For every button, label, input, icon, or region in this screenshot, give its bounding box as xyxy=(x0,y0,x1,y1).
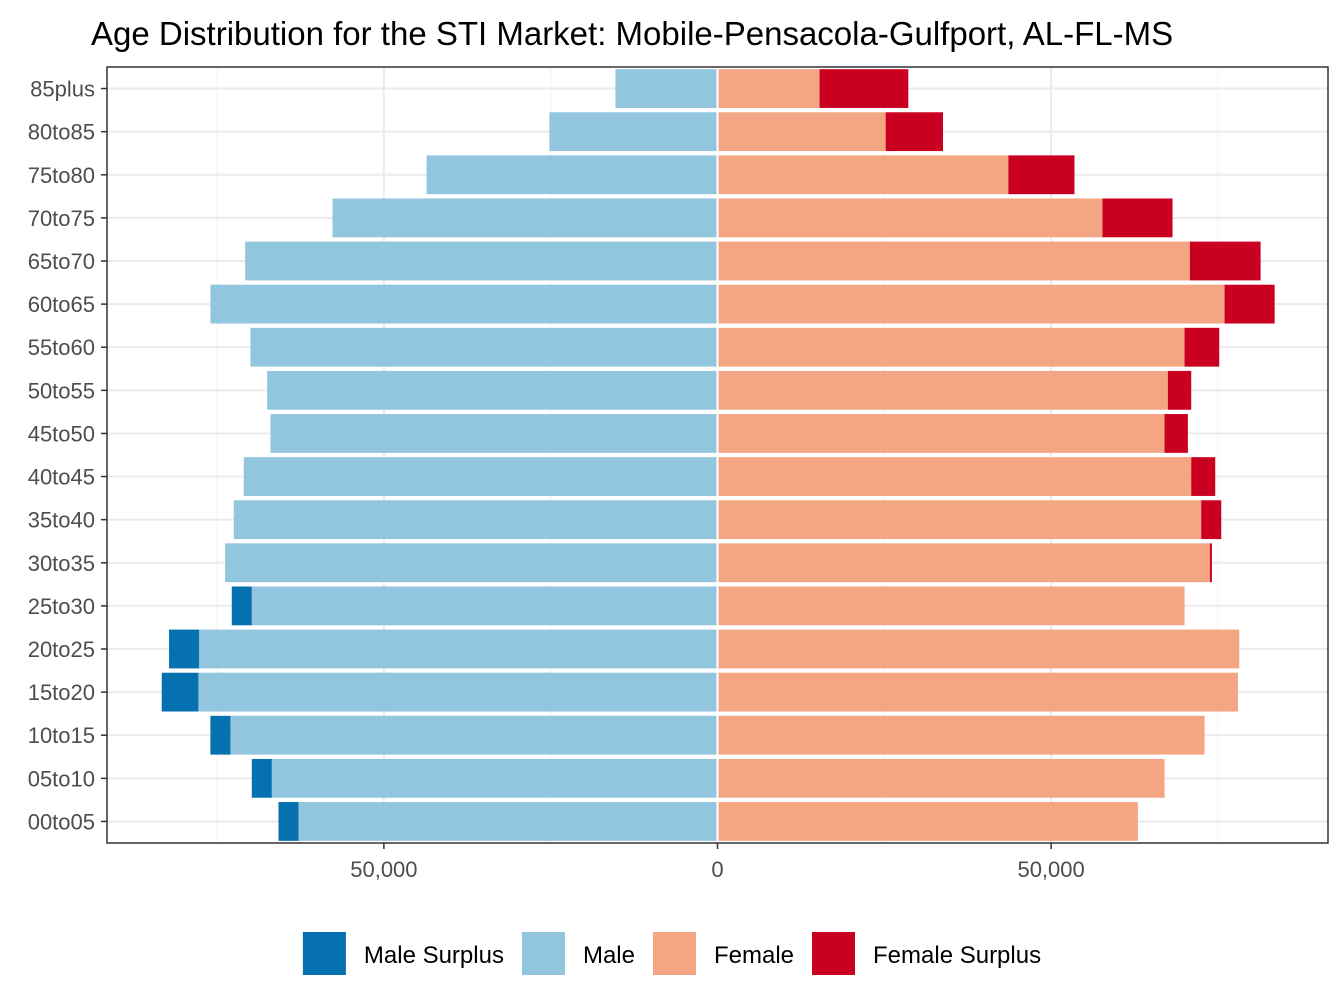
male-bar-10to15 xyxy=(230,715,718,755)
female-surplus-bar-35to40 xyxy=(1201,500,1222,540)
male-bar-30to35 xyxy=(225,543,718,583)
y-tick-label: 80to85 xyxy=(28,120,95,145)
female-bar-80to85 xyxy=(717,112,886,152)
male-surplus-bar-05to10 xyxy=(251,758,272,798)
female-bar-65to70 xyxy=(717,241,1190,281)
male-bar-35to40 xyxy=(233,500,718,540)
male-bar-70to75 xyxy=(332,198,718,238)
legend-key-female xyxy=(652,932,696,975)
female-bar-20to25 xyxy=(717,629,1240,669)
legend-label: Female Surplus xyxy=(873,942,1041,969)
y-tick-label: 30to35 xyxy=(28,551,95,576)
male-bar-45to50 xyxy=(270,414,718,453)
female-surplus-bar-65to70 xyxy=(1189,241,1261,281)
y-tick-label: 40to45 xyxy=(28,465,95,490)
y-tick-label: 25to30 xyxy=(28,594,95,619)
male-bar-25to30 xyxy=(251,586,718,626)
bars xyxy=(161,69,1275,841)
y-tick-label: 65to70 xyxy=(28,249,95,274)
female-surplus-bar-85plus xyxy=(819,69,909,108)
legend-key-male xyxy=(521,932,565,975)
male-bar-75to80 xyxy=(426,155,718,195)
legend-label: Female xyxy=(714,942,794,969)
y-tick-label: 85plus xyxy=(30,77,95,102)
y-tick-label: 75to80 xyxy=(28,163,95,188)
male-bar-80to85 xyxy=(549,112,718,152)
female-surplus-bar-70to75 xyxy=(1102,198,1173,238)
female-bar-75to80 xyxy=(717,155,1009,195)
female-surplus-bar-45to50 xyxy=(1164,414,1188,453)
chart-title: Age Distribution for the STI Market: Mob… xyxy=(91,15,1173,52)
x-tick-label: 50,000 xyxy=(1017,857,1084,882)
female-surplus-bar-50to55 xyxy=(1167,370,1192,410)
female-surplus-bar-40to45 xyxy=(1191,457,1216,496)
female-surplus-bar-80to85 xyxy=(885,112,944,152)
y-tick-label: 45to50 xyxy=(28,421,95,446)
male-bar-20to25 xyxy=(199,629,718,669)
female-bar-30to35 xyxy=(717,543,1210,583)
female-surplus-bar-60to65 xyxy=(1224,284,1275,324)
legend: Male Surplus Male Female Female Surplus xyxy=(302,932,1041,975)
female-bar-60to65 xyxy=(717,284,1225,324)
female-bar-85plus xyxy=(717,69,820,108)
female-surplus-bar-75to80 xyxy=(1008,155,1075,195)
y-tick-label: 70to75 xyxy=(28,206,95,231)
y-tick-label: 05to10 xyxy=(28,766,95,791)
female-bar-25to30 xyxy=(717,586,1185,626)
male-surplus-bar-10to15 xyxy=(210,715,231,755)
male-surplus-bar-00to05 xyxy=(278,802,299,841)
female-bar-50to55 xyxy=(717,370,1168,410)
male-bar-85plus xyxy=(615,69,718,108)
female-bar-35to40 xyxy=(717,500,1202,540)
y-axis-ticks: 00to05 05to10 10to15 15to20 20to25 25to30 30to… xyxy=(28,77,107,834)
legend-label: Male Surplus xyxy=(364,942,504,969)
legend-label: Male xyxy=(583,942,635,969)
y-tick-label: 55to60 xyxy=(28,335,95,360)
x-tick-label: 0 xyxy=(711,857,723,882)
female-bar-45to50 xyxy=(717,414,1165,453)
female-bar-10to15 xyxy=(717,715,1205,755)
legend-key-male-surplus xyxy=(302,932,346,975)
female-bar-00to05 xyxy=(717,802,1138,841)
male-bar-60to65 xyxy=(210,284,718,324)
male-surplus-bar-25to30 xyxy=(231,586,252,626)
legend-key-female-surplus xyxy=(812,932,856,975)
female-bar-15to20 xyxy=(717,672,1238,712)
male-bar-15to20 xyxy=(198,672,718,712)
male-surplus-bar-15to20 xyxy=(161,672,199,712)
y-tick-label: 15to20 xyxy=(28,680,95,705)
female-bar-70to75 xyxy=(717,198,1103,238)
male-surplus-bar-20to25 xyxy=(169,629,200,669)
female-bar-05to10 xyxy=(717,758,1165,798)
male-bar-55to60 xyxy=(250,327,718,367)
male-bar-05to10 xyxy=(271,758,718,798)
x-axis-ticks: 50,000 0 50,000 xyxy=(350,843,1085,882)
y-tick-label: 20to25 xyxy=(28,637,95,662)
y-tick-label: 00to05 xyxy=(28,809,95,834)
female-bar-40to45 xyxy=(717,457,1192,496)
y-tick-label: 50to55 xyxy=(28,378,95,403)
x-tick-label: 50,000 xyxy=(350,857,417,882)
female-surplus-bar-55to60 xyxy=(1184,327,1220,367)
male-bar-00to05 xyxy=(298,802,718,841)
y-tick-label: 35to40 xyxy=(28,508,95,533)
y-tick-label: 60to65 xyxy=(28,292,95,317)
female-bar-55to60 xyxy=(717,327,1185,367)
female-surplus-bar-30to35 xyxy=(1209,543,1212,583)
y-tick-label: 10to15 xyxy=(28,723,95,748)
male-bar-40to45 xyxy=(243,457,718,496)
male-bar-65to70 xyxy=(245,241,718,281)
male-bar-50to55 xyxy=(267,370,718,410)
